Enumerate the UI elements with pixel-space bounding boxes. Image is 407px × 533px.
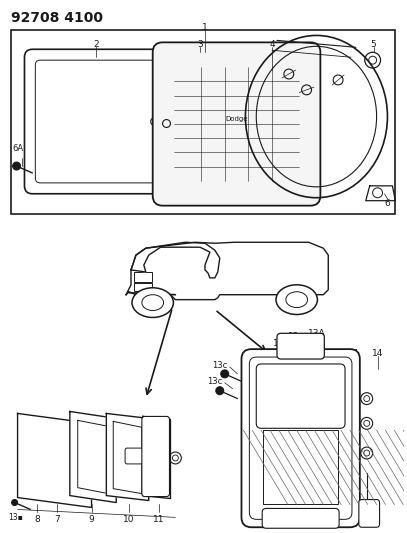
Text: 3: 3 xyxy=(197,41,203,50)
Text: 2: 2 xyxy=(94,41,99,50)
Polygon shape xyxy=(70,411,116,503)
Text: 12: 12 xyxy=(288,332,300,341)
Circle shape xyxy=(216,387,224,394)
Polygon shape xyxy=(113,422,142,494)
Ellipse shape xyxy=(276,285,317,314)
Bar xyxy=(11,30,395,214)
FancyBboxPatch shape xyxy=(277,333,324,359)
Text: 9: 9 xyxy=(89,515,94,524)
Text: Dodge: Dodge xyxy=(225,116,248,122)
Text: 14: 14 xyxy=(372,349,383,358)
Bar xyxy=(134,283,152,290)
Polygon shape xyxy=(126,243,328,300)
Text: 1: 1 xyxy=(202,22,208,31)
Text: 13A: 13A xyxy=(308,329,325,338)
FancyBboxPatch shape xyxy=(153,42,320,206)
Ellipse shape xyxy=(132,288,173,318)
Text: 92708 4100: 92708 4100 xyxy=(11,11,103,25)
FancyBboxPatch shape xyxy=(241,349,360,527)
Bar xyxy=(263,430,338,505)
FancyBboxPatch shape xyxy=(359,499,380,527)
Polygon shape xyxy=(143,416,171,498)
Circle shape xyxy=(13,162,20,170)
Text: 4: 4 xyxy=(269,41,275,50)
Bar xyxy=(263,430,338,505)
Bar xyxy=(134,272,152,282)
FancyBboxPatch shape xyxy=(256,364,345,429)
Text: 7: 7 xyxy=(54,515,60,524)
Ellipse shape xyxy=(142,295,164,311)
Polygon shape xyxy=(18,414,92,507)
Polygon shape xyxy=(78,421,108,494)
Text: 13c: 13c xyxy=(207,377,223,386)
Text: 13c: 13c xyxy=(212,361,228,370)
Ellipse shape xyxy=(286,292,308,308)
Text: 8: 8 xyxy=(35,515,40,524)
Circle shape xyxy=(12,499,18,505)
Text: 6: 6 xyxy=(385,199,390,208)
FancyBboxPatch shape xyxy=(142,416,169,497)
Polygon shape xyxy=(131,243,220,278)
Text: 6A: 6A xyxy=(13,144,24,153)
Text: 5: 5 xyxy=(371,41,376,50)
Text: 11: 11 xyxy=(153,515,164,524)
Polygon shape xyxy=(106,414,149,500)
Text: 13: 13 xyxy=(273,339,285,348)
Text: 13▪: 13▪ xyxy=(9,513,24,522)
Text: 14: 14 xyxy=(348,349,360,358)
Text: 10: 10 xyxy=(123,515,135,524)
FancyBboxPatch shape xyxy=(125,448,143,464)
FancyBboxPatch shape xyxy=(262,508,339,528)
Circle shape xyxy=(221,370,229,378)
